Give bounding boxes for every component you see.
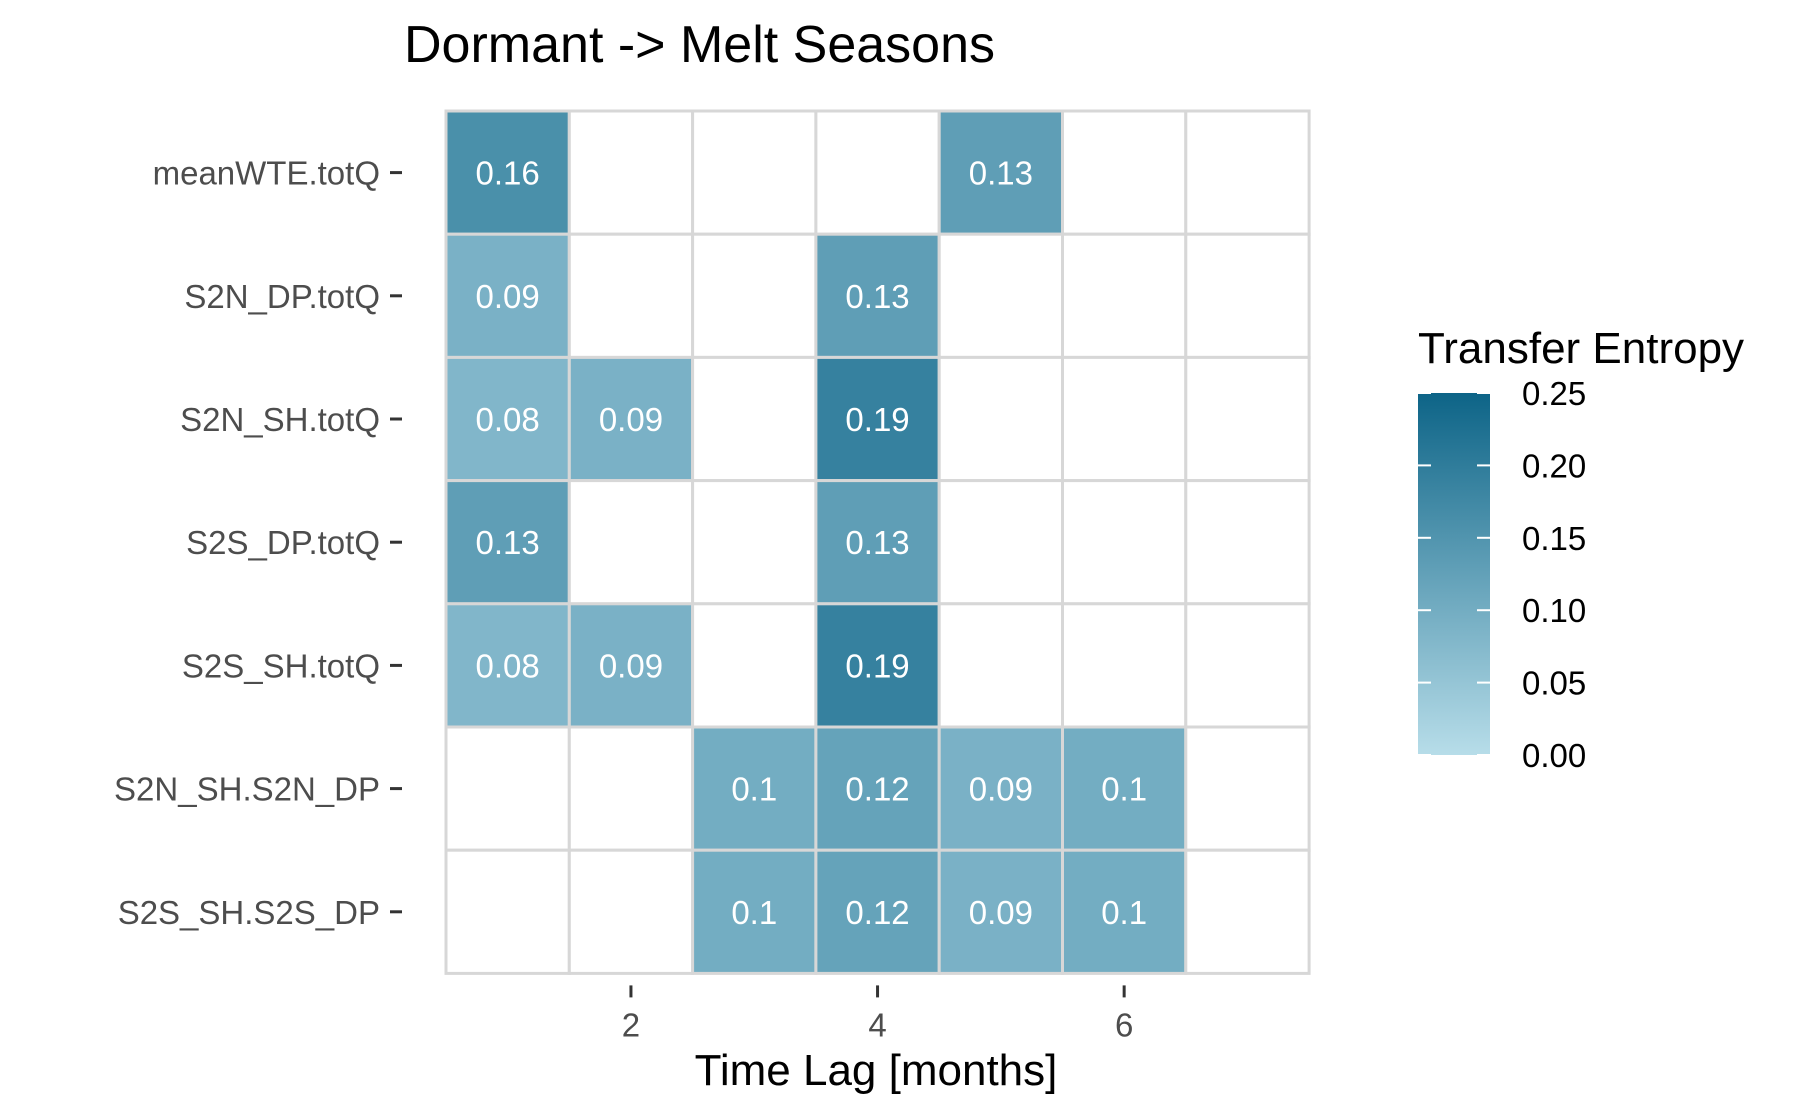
heatmap-cell xyxy=(937,602,1065,729)
heatmap-cell xyxy=(814,602,941,729)
heatmap-cell xyxy=(691,109,818,236)
heatmap-cell xyxy=(1184,602,1311,729)
y-axis-labels: meanWTE.totQ S2N_DP.totQ S2N_SH.totQ S2S_DP… xyxy=(114,155,402,931)
legend-tick-label: 0.25 xyxy=(1522,375,1586,412)
legend-tick-label: 0.15 xyxy=(1522,520,1586,557)
heatmap-cell xyxy=(937,848,1065,975)
y-axis-label: S2N_SH.S2N_DP xyxy=(114,771,380,808)
heatmap-cell xyxy=(691,602,818,729)
heatmap-cell xyxy=(444,479,571,606)
x-axis-tick-label: 4 xyxy=(868,1006,886,1043)
heatmap-cell xyxy=(1061,479,1188,606)
cell-value-label: 0.08 xyxy=(476,401,540,438)
heatmap-cell xyxy=(444,109,571,236)
cell-value-label: 0.12 xyxy=(845,771,909,808)
heatmap-cells: 0.16 0.13 0.09 0.13 0.08 0.09 0.19 0.13 0.13 0.08… xyxy=(444,109,1311,975)
cell-value-label: 0.1 xyxy=(1101,894,1147,931)
cell-value-label: 0.08 xyxy=(476,647,540,684)
heatmap-cell xyxy=(937,232,1065,359)
heatmap-cell xyxy=(814,848,941,975)
heatmap-cell xyxy=(1061,232,1188,359)
cell-value-label: 0.19 xyxy=(845,647,909,684)
cell-value-label: 0.1 xyxy=(731,894,777,931)
heatmap-cell xyxy=(444,725,571,852)
cell-value-label: 0.13 xyxy=(476,524,540,561)
cell-value-label: 0.1 xyxy=(731,771,777,808)
heatmap-cell xyxy=(691,848,818,975)
heatmap-cell xyxy=(1184,848,1311,975)
legend-title: Transfer Entropy xyxy=(1418,324,1744,373)
chart-title: Dormant -> Melt Seasons xyxy=(404,16,995,74)
heatmap-cell xyxy=(567,109,695,236)
heatmap-cell xyxy=(937,355,1065,483)
cell-value-label: 0.09 xyxy=(969,771,1033,808)
y-axis-label: S2S_SH.S2S_DP xyxy=(118,894,380,931)
heatmap-cell xyxy=(1184,232,1311,359)
x-axis-tick-label: 2 xyxy=(622,1006,640,1043)
cell-value-label: 0.09 xyxy=(969,894,1033,931)
cell-value-label: 0.13 xyxy=(969,155,1033,192)
heatmap-cell xyxy=(444,848,571,975)
heatmap-cell xyxy=(1184,355,1311,483)
heatmap-cell xyxy=(814,725,941,852)
cell-value-label: 0.19 xyxy=(845,401,909,438)
cell-value-label: 0.12 xyxy=(845,894,909,931)
cell-value-label: 0.1 xyxy=(1101,771,1147,808)
legend-tick-label: 0.10 xyxy=(1522,592,1586,629)
heatmap-cell xyxy=(567,479,695,606)
y-axis-label: S2S_DP.totQ xyxy=(186,524,380,561)
legend-tick-label: 0.00 xyxy=(1522,737,1586,774)
heatmap-cell xyxy=(1184,479,1311,606)
cell-value-label: 0.09 xyxy=(599,647,663,684)
cell-value-label: 0.09 xyxy=(599,401,663,438)
y-axis-label: meanWTE.totQ xyxy=(153,155,380,192)
x-axis-ticks: 2 4 6 xyxy=(622,985,1133,1043)
cell-value-label: 0.13 xyxy=(845,524,909,561)
x-axis-title: Time Lag [months] xyxy=(695,1046,1058,1095)
legend-colorbar xyxy=(1418,393,1490,755)
heatmap-cell xyxy=(567,725,695,852)
heatmap-cell xyxy=(567,232,695,359)
heatmap-cell xyxy=(691,232,818,359)
heatmap-cell xyxy=(1184,109,1311,236)
y-axis-label: S2S_SH.totQ xyxy=(182,647,380,684)
legend-tick-label: 0.05 xyxy=(1522,665,1586,702)
y-axis-label: S2N_DP.totQ xyxy=(184,278,380,315)
heatmap-cell xyxy=(567,355,695,483)
cell-value-label: 0.09 xyxy=(476,278,540,315)
y-axis-label: S2N_SH.totQ xyxy=(180,401,380,438)
heatmap-cell xyxy=(444,602,571,729)
legend-ticks: 0.25 0.20 0.15 0.10 0.05 0.00 xyxy=(1418,375,1586,774)
x-axis-tick-label: 6 xyxy=(1115,1006,1133,1043)
legend-tick-label: 0.20 xyxy=(1522,447,1586,484)
legend: Transfer Entropy 0.25 0.20 0.15 0.10 0.05 0.0… xyxy=(1418,324,1744,774)
heatmap-cell xyxy=(691,355,818,483)
heatmap-cell xyxy=(691,479,818,606)
heatmap-cell xyxy=(1061,109,1188,236)
heatmap-cell xyxy=(567,848,695,975)
heatmap-cell xyxy=(937,479,1065,606)
heatmap-cell xyxy=(1061,602,1188,729)
heatmap-cell xyxy=(1061,725,1188,852)
cell-value-label: 0.16 xyxy=(476,155,540,192)
cell-value-label: 0.13 xyxy=(845,278,909,315)
heatmap-cell xyxy=(1061,848,1188,975)
heatmap-cell xyxy=(814,109,941,236)
heatmap-cell xyxy=(1184,725,1311,852)
heatmap-cell xyxy=(937,109,1065,236)
heatmap-cell xyxy=(1061,355,1188,483)
